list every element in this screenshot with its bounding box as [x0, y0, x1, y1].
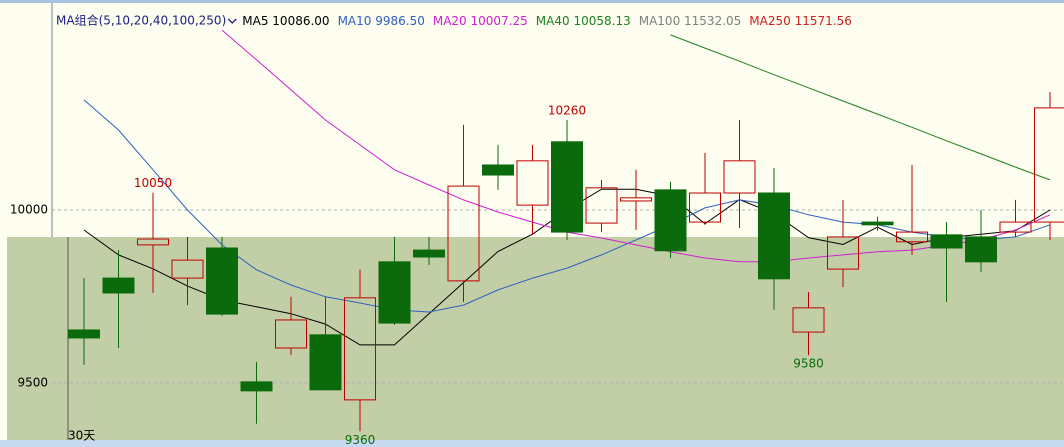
candle-body — [723, 160, 756, 194]
candle-body — [68, 329, 100, 339]
extreme-label: 10050 — [134, 176, 172, 190]
y-tick-label: 10000 — [10, 202, 48, 216]
candle-body — [171, 259, 204, 279]
legend-value: 10007.25 — [471, 14, 528, 28]
legend-entry: MA5 10086.00 — [242, 14, 329, 28]
candle-body — [551, 141, 583, 233]
legend-value: 11532.05 — [684, 14, 741, 28]
legend-value: 11571.56 — [795, 14, 852, 28]
candle-body — [827, 236, 859, 270]
candle-body — [137, 238, 169, 246]
legend-value: 10058.13 — [573, 14, 630, 28]
legend-entry: MA10 9986.50 — [338, 14, 425, 28]
legend-name: MA10 — [338, 14, 372, 28]
extreme-label: 10260 — [548, 104, 586, 118]
legend-name: MA5 — [242, 14, 268, 28]
indicator-selector[interactable]: MA组合(5,10,20,40,100,250) — [56, 13, 226, 28]
candle-body — [482, 164, 514, 176]
candle-body — [206, 247, 238, 315]
candle-body — [1034, 107, 1064, 223]
legend: MA组合(5,10,20,40,100,250) MA5 10086.00 MA1… — [56, 13, 852, 28]
candle-body — [240, 381, 273, 392]
candle-body — [413, 249, 445, 258]
overlay-panel — [7, 237, 1064, 440]
legend-entry: MA40 10058.13 — [536, 14, 631, 28]
legend-name: MA250 — [749, 14, 790, 28]
legend-name: MA20 — [433, 14, 467, 28]
candle-body — [309, 334, 342, 391]
legend-name: MA100 — [639, 14, 680, 28]
candle-body — [378, 261, 411, 324]
ma-line — [670, 34, 1051, 181]
legend-entry: MA20 10007.25 — [433, 14, 528, 28]
top-border — [0, 0, 1064, 3]
candle-body — [896, 231, 928, 243]
ma-line — [83, 99, 1051, 313]
extreme-label: 9580 — [793, 357, 824, 371]
legend-entry: MA250 11571.56 — [749, 14, 852, 28]
candle-body — [447, 185, 480, 282]
legend-value: 9986.50 — [375, 14, 425, 28]
candle-body — [689, 192, 721, 223]
legend-entry: MA100 11532.05 — [639, 14, 742, 28]
candle-body — [344, 297, 376, 401]
period-label: 30天 — [68, 429, 95, 443]
extreme-label: 9360 — [345, 433, 376, 447]
candle-body — [102, 277, 135, 294]
candle-body — [275, 319, 307, 349]
legend-name: MA40 — [536, 14, 570, 28]
candle-body — [930, 234, 963, 249]
dropdown-chevron[interactable] — [227, 18, 237, 24]
candle-body — [792, 307, 825, 333]
y-tick-label: 9500 — [17, 375, 48, 389]
candle-body — [758, 192, 790, 280]
candle-body — [654, 189, 687, 252]
bottom-border — [0, 440, 1064, 447]
candle-body — [861, 221, 894, 226]
candle-body — [620, 197, 652, 202]
candle-body — [999, 221, 1032, 233]
legend-value: 10086.00 — [272, 14, 329, 28]
candle-body — [516, 160, 549, 206]
candle-body — [585, 187, 618, 224]
candle-body — [965, 236, 997, 263]
